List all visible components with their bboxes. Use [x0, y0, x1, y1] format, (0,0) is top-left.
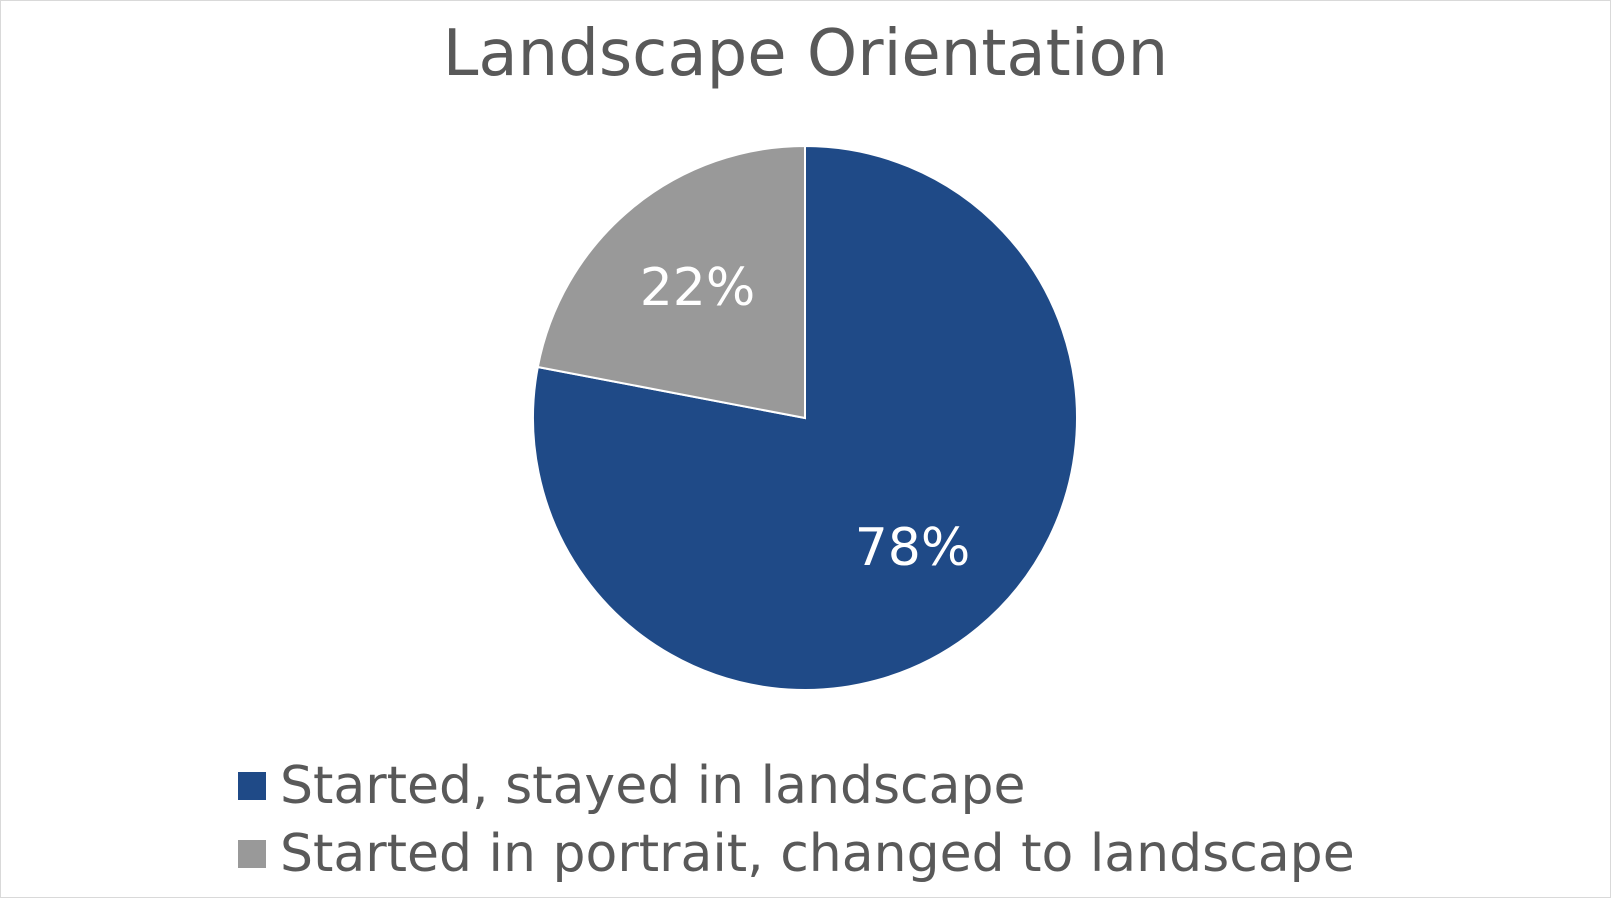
legend-swatch-stayed-landscape — [238, 772, 266, 800]
legend-label-stayed-landscape: Started, stayed in landscape — [280, 756, 1026, 816]
legend-item-changed-to-landscape: Started in portrait, changed to landscap… — [238, 820, 1355, 888]
chart-title: Landscape Orientation — [442, 17, 1169, 91]
pie-slice-1 — [536, 144, 806, 420]
legend-item-stayed-landscape: Started, stayed in landscape — [238, 752, 1355, 820]
pie-data-label-1: 22% — [640, 258, 756, 318]
legend: Started, stayed in landscape Started in … — [238, 752, 1355, 888]
legend-swatch-changed-to-landscape — [238, 840, 266, 868]
pie-slices — [532, 144, 1078, 691]
legend-label-changed-to-landscape: Started in portrait, changed to landscap… — [280, 824, 1355, 884]
pie-data-label-0: 78% — [855, 518, 971, 578]
pie-labels: 78% 22% — [640, 258, 971, 578]
